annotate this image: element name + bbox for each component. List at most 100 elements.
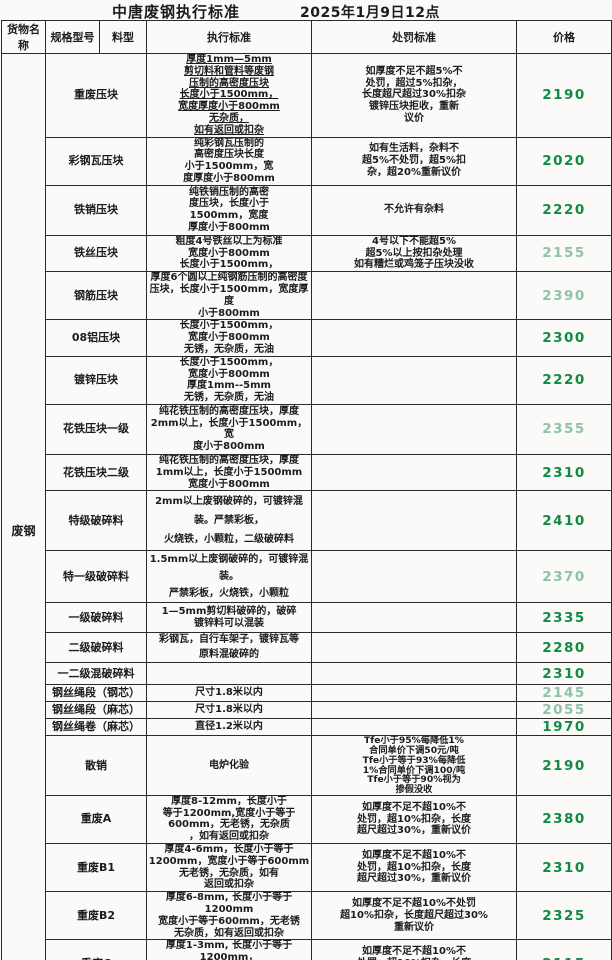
penalty-standard-cell [311, 662, 517, 686]
penalty-standard-cell: Tfe小于95%每降低1% 合同单价下调50元/吨 Tfe小于等于93%每降低 … [311, 735, 517, 796]
penalty-standard-cell: 如厚度不足不超10%不 处罚，超10%扣杂，长度 超尺超过30%，重新议价 [311, 794, 517, 845]
material-type-label: 08铝压块 [45, 319, 147, 357]
table-row: 钢丝绳段（麻芯） 尺寸1.8米以内 2055 [2, 701, 612, 720]
execution-standard-cell [146, 662, 312, 686]
table-row: 一二级混破碎料 2310 [2, 662, 612, 686]
material-type-label: 钢丝绳卷（麻芯） [45, 718, 147, 737]
table-row: 重废B2 厚度6-8mm, 长度小于等于1200mm 宽度小于等于600mm，无老… [2, 891, 612, 941]
price-value: 2220 [516, 184, 612, 236]
price-value: 2380 [516, 794, 612, 845]
penalty-standard-cell: 如厚度不足不超5%不 处罚，超过5%扣杂， 长度超尺超过30%扣杂 镀锌压块拒收… [311, 53, 517, 138]
col-header-penalty-standard: 处罚标准 [311, 20, 517, 54]
penalty-standard-cell [311, 403, 517, 455]
execution-standard-cell: 彩钢瓦，自行车架子，镀锌瓦等 原料混破碎的 [146, 632, 312, 664]
table-row: 一级破碎料 1—5mm剪切料破碎的，破碎 镀锌料可以混装 2335 [2, 602, 612, 634]
price-value: 2370 [516, 550, 612, 604]
table-row: 08铝压块 长度小于1500mm， 宽度小于800mm 无锈，无杂质，无油 2300 [2, 319, 612, 357]
execution-standard-cell: 2mm以上废钢破碎的，可镀锌混装。严禁彩板， 火烧铁，小颗粒，二级破碎料 [146, 490, 312, 552]
material-type-label: 重废B2 [45, 891, 147, 941]
title-bar: 中唐废钢执行标准 2025年1月9日12点 [0, 0, 612, 21]
material-type-label: 钢筋压块 [45, 271, 147, 321]
page-datetime: 2025年1月9日12点 [300, 5, 440, 21]
penalty-standard-cell [311, 550, 517, 604]
table-row: 特级破碎料 2mm以上废钢破碎的，可镀锌混装。严禁彩板， 火烧铁，小颗粒，二级破碎… [2, 490, 612, 552]
execution-standard-cell: 1—5mm剪切料破碎的，破碎 镀锌料可以混装 [146, 602, 312, 634]
table-row: 花铁压块一级 纯花铁压制的高密度压块，厚度 2mm以上，长度小于1500mm，宽 … [2, 403, 612, 455]
price-value: 2310 [516, 453, 612, 492]
price-value: 2190 [516, 735, 612, 796]
price-value: 2280 [516, 632, 612, 664]
page-title: 中唐废钢执行标准 [112, 3, 241, 21]
price-value: 2020 [516, 136, 612, 186]
material-type-label: 钢丝绳段（麻芯） [45, 701, 147, 720]
penalty-standard-cell [311, 684, 517, 703]
price-value: 2155 [516, 234, 612, 273]
penalty-standard-cell [311, 701, 517, 720]
material-type-label: 特一级破碎料 [45, 550, 147, 604]
penalty-standard-cell: 如厚度不足不超10%不 处罚，超10%扣杂，长度 超尺超过30%，重新议价 [311, 939, 517, 960]
execution-standard-cell: 1.5mm以上废钢破碎的，可镀锌混装。 严禁彩板，火烧铁，小颗粒 [146, 550, 312, 604]
col-header-spec-model: 规格型号 [45, 20, 100, 54]
material-type-label: 花铁压块二级 [45, 453, 147, 492]
execution-standard-cell: 直径1.2米以内 [146, 718, 312, 737]
header-row: 货物名称 规格型号 料型 执行标准 处罚标准 价格 [1, 20, 612, 54]
price-value: 2115 [516, 939, 612, 960]
penalty-standard-cell [311, 718, 517, 737]
table-row: 废钢 重废压块 厚度1mm—5mm 剪切料和管料等废钢 压制的高密度压块 长度小于1… [1, 53, 612, 960]
penalty-standard-cell [311, 632, 517, 664]
table-row: 重废A 厚度8-12mm，长度小于 等于1200mm,宽度小于等于 600mm，无… [2, 794, 612, 845]
col-header-execution-standard: 执行标准 [146, 20, 312, 54]
table-row: 花铁压块二级 纯花铁压制的高密度压块，厚度 1mm以上，长度小于1500mm 宽度… [2, 453, 612, 492]
material-type-label: 重废C [45, 939, 147, 960]
price-value: 2410 [516, 490, 612, 552]
execution-standard-cell: 长度小于1500mm， 宽度小于800mm 厚度1mm--5mm 无锈，无杂质，… [146, 355, 312, 405]
material-type-label: 特级破碎料 [45, 490, 147, 552]
penalty-standard-cell: 如厚度不足不超10%不 处罚，超10%扣杂，长度 超尺超过30%，重新议价 [311, 842, 517, 893]
execution-standard-cell: 纯花铁压制的高密度压块，厚度 1mm以上，长度小于1500mm 宽度小于800m… [146, 453, 312, 492]
price-value: 2190 [516, 53, 612, 138]
table-row: 铁丝压块 粗度4号铁丝以上为标准 宽度小于800mm 长度小于1500mm， 4号以… [2, 234, 612, 273]
material-type-label: 重废B1 [45, 842, 147, 893]
execution-standard-cell: 电炉化验 [146, 735, 312, 796]
execution-standard-cell: 粗度4号铁丝以上为标准 宽度小于800mm 长度小于1500mm， [146, 234, 312, 273]
price-value: 1970 [516, 718, 612, 737]
table-row: 特一级破碎料 1.5mm以上废钢破碎的，可镀锌混装。 严禁彩板，火烧铁，小颗粒 23… [2, 550, 612, 604]
penalty-standard-cell: 不允许有杂料 [311, 184, 517, 236]
penalty-standard-cell [311, 355, 517, 405]
execution-standard-cell: 尺寸1.8米以内 [146, 684, 312, 703]
price-value: 2310 [516, 662, 612, 686]
table-row: 重废C厚度1-3mm, 长度小于等于1200mm， 宽度小于等于600mm，无杂… [2, 939, 612, 960]
execution-standard-cell: 纯彩钢瓦压制的 高密度压块长度 小于1500mm，宽 度厚度小于800mm [146, 136, 312, 186]
penalty-standard-cell: 4号以下不能超5% 超5%以上按扣杂处理 如有糟烂或鸡笼子压块没收 [311, 234, 517, 273]
table-row: 镀锌压块 长度小于1500mm， 宽度小于800mm 厚度1mm--5mm 无锈，… [2, 355, 612, 405]
material-type-label: 钢丝绳段（钢芯） [45, 684, 147, 703]
table-row: 重废B1 厚度4-6mm，长度小于等于 1200mm，宽度小于等于600mm 无老… [2, 842, 612, 893]
material-type-label: 一级破碎料 [45, 602, 147, 634]
col-header-price: 价格 [516, 20, 612, 54]
execution-standard-cell: 长度小于1500mm， 宽度小于800mm 无锈，无杂质，无油 [146, 319, 312, 357]
price-value: 2335 [516, 602, 612, 634]
execution-standard-cell: 厚度8-12mm，长度小于 等于1200mm,宽度小于等于 600mm，无老锈，… [146, 794, 312, 845]
price-value: 2390 [516, 271, 612, 321]
material-type-label: 重废压块 [45, 53, 147, 138]
table-row: 钢丝绳段（钢芯） 尺寸1.8米以内 2145 [2, 684, 612, 703]
table-row: 钢丝绳卷（麻芯） 直径1.2米以内 1970 [2, 718, 612, 737]
material-type-label: 重废A [45, 794, 147, 845]
penalty-standard-cell [311, 602, 517, 634]
table-row: 二级破碎料 彩钢瓦，自行车架子，镀锌瓦等 原料混破碎的 2280 [2, 632, 612, 664]
table-row: 铁销压块 纯铁销压制的高密 度压块，长度小于 1500mm，宽度 厚度小于800m… [2, 184, 612, 236]
price-value: 2220 [516, 355, 612, 405]
price-table: 货物名称 规格型号 料型 执行标准 处罚标准 价格 废钢 重废压块 厚度1mm—5m… [1, 20, 612, 960]
material-type-label: 镀锌压块 [45, 355, 147, 405]
material-type-label: 二级破碎料 [45, 632, 147, 664]
material-type-label: 花铁压块一级 [45, 403, 147, 455]
penalty-standard-cell [311, 271, 517, 321]
price-value: 2145 [516, 684, 612, 703]
execution-standard-cell: 纯铁销压制的高密 度压块，长度小于 1500mm，宽度 厚度小于800mm [146, 184, 312, 236]
penalty-standard-cell [311, 490, 517, 552]
price-value: 2300 [516, 319, 612, 357]
execution-standard-cell: 厚度1-3mm, 长度小于等于1200mm， 宽度小于等于600mm，无杂质 无… [146, 939, 312, 960]
col-header-goods-name: 货物名称 [1, 20, 46, 54]
execution-standard-cell: 尺寸1.8米以内 [146, 701, 312, 720]
